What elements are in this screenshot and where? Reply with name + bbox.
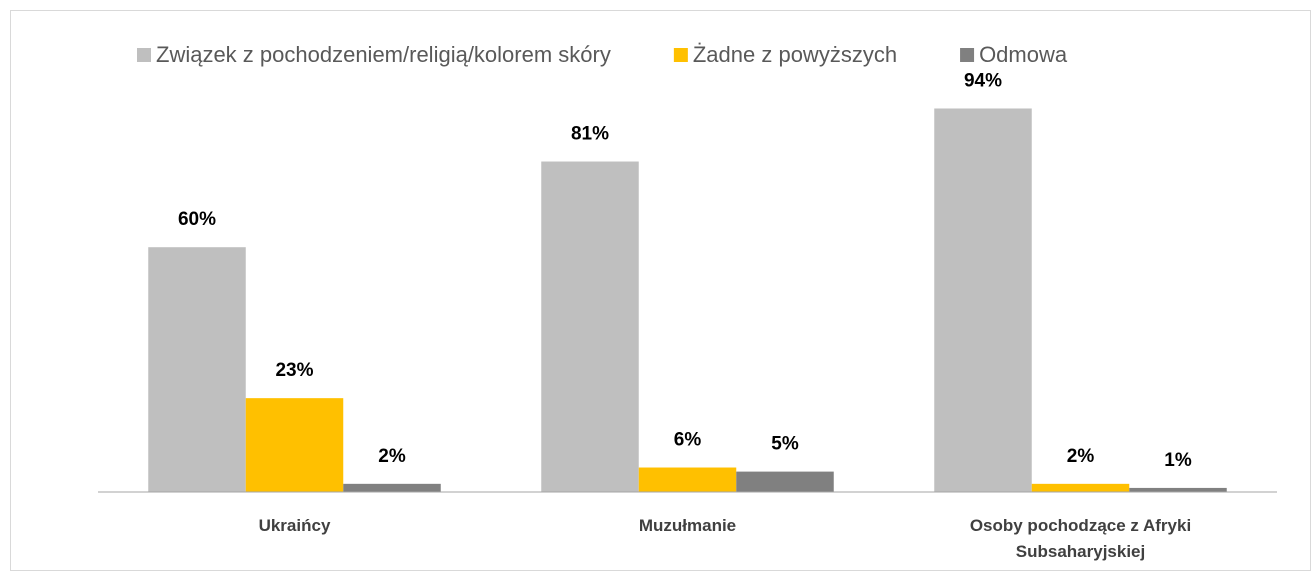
bar: [638, 467, 737, 492]
legend-swatch: [673, 48, 688, 62]
x-tick-label: Muzułmanie: [638, 516, 737, 535]
legend-label: Związek z pochodzeniem/religią/kolorem s…: [156, 42, 611, 67]
legend-label: Odmowa: [979, 42, 1068, 67]
bar: [245, 398, 344, 492]
bar: [1031, 483, 1130, 492]
data-label: 94%: [964, 70, 1002, 91]
data-label: 2%: [1067, 446, 1095, 467]
data-label: 6%: [674, 430, 702, 451]
x-tick-label: Ukraińcy: [258, 516, 331, 535]
bar: [934, 108, 1032, 492]
data-label: 81%: [571, 124, 609, 145]
data-label: 23%: [275, 360, 313, 381]
legend-label: Żadne z powyższych: [693, 42, 897, 67]
chart-frame: [10, 10, 1311, 571]
bar: [148, 247, 246, 492]
data-label: 60%: [178, 209, 216, 230]
bar: [343, 483, 441, 492]
bar: [1129, 487, 1227, 492]
x-tick-label: Osoby pochodzące z Afryki Subsaharyjskie…: [969, 516, 1192, 561]
bar: [541, 161, 639, 492]
data-label: 5%: [771, 434, 799, 455]
legend-swatch: [137, 48, 151, 62]
legend-swatch: [960, 48, 975, 62]
data-label: 1%: [1164, 450, 1192, 471]
bar: [736, 471, 834, 492]
data-label: 2%: [378, 446, 406, 467]
